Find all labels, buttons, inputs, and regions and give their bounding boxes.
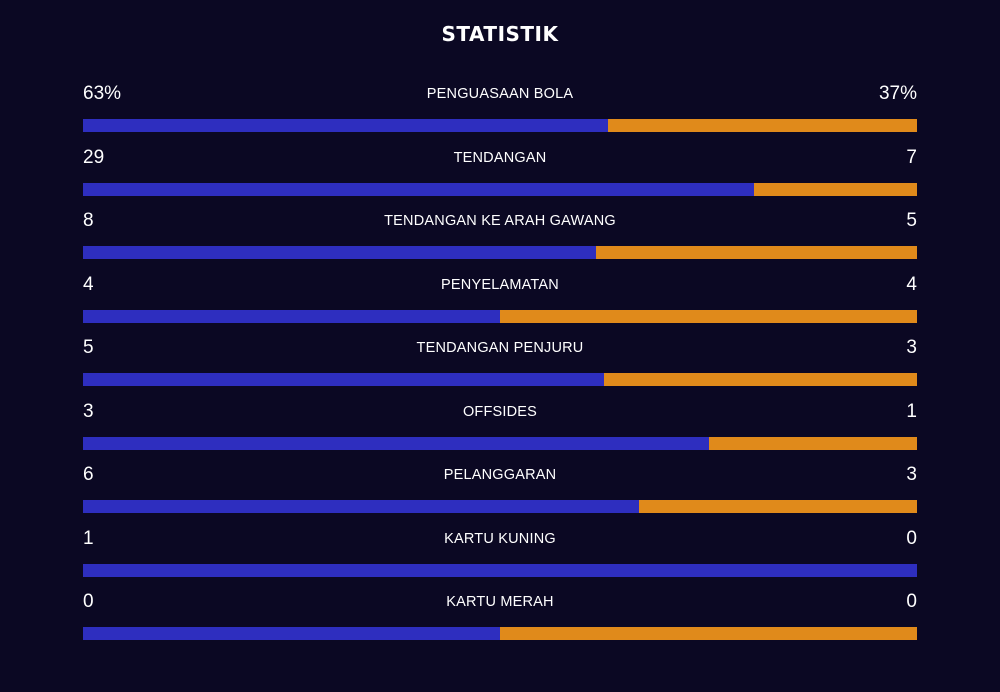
stat-label: KARTU MERAH	[446, 594, 554, 610]
home-value: 0	[83, 591, 94, 612]
home-value: 6	[83, 464, 94, 485]
stat-row: 8 TENDANGAN KE ARAH GAWANG 5	[83, 207, 917, 271]
away-value: 5	[906, 210, 917, 231]
home-bar-segment	[83, 246, 596, 259]
away-value: 0	[906, 527, 917, 549]
home-value: 4	[83, 273, 94, 295]
stat-row: 63% PENGUASAAN BOLA 37%	[83, 80, 917, 144]
away-bar-segment	[608, 119, 917, 132]
comparison-bar	[83, 309, 917, 323]
home-bar-segment	[83, 182, 755, 196]
stat-row: 4 PENYELAMATAN 4	[83, 271, 917, 335]
stat-label: PELANGGARAN	[443, 467, 557, 483]
stat-label: TENDANGAN	[453, 149, 547, 166]
away-value: 37%	[878, 83, 917, 104]
away-bar-segment	[639, 500, 917, 513]
stat-row: 3 OFFSIDES 1	[83, 398, 917, 462]
stats-list: 63% PENGUASAAN BOLA 37% 29 TENDANGAN 7 8 TENDAN…	[83, 80, 917, 652]
away-value: 7	[906, 146, 917, 168]
home-bar-segment	[83, 119, 609, 132]
stat-label: PENGUASAAN BOLA	[426, 86, 574, 102]
stat-label: KARTU KUNING	[444, 530, 556, 547]
comparison-bar	[83, 500, 917, 513]
home-value: 1	[83, 527, 94, 549]
home-value: 63%	[83, 83, 122, 104]
comparison-bar	[83, 436, 917, 450]
away-value: 0	[906, 591, 917, 612]
stat-row: 6 PELANGGARAN 3	[83, 461, 917, 525]
home-value: 3	[83, 400, 94, 422]
home-bar-segment	[83, 500, 640, 513]
stat-row: 0 KARTU MERAH 0	[83, 588, 917, 652]
away-bar-segment	[500, 627, 917, 640]
stat-row: 5 TENDANGAN PENJURU 3	[83, 334, 917, 398]
home-bar-segment	[83, 373, 605, 386]
away-bar-segment	[754, 182, 917, 196]
home-value: 8	[83, 210, 94, 231]
stat-label: OFFSIDES	[462, 403, 538, 420]
stat-row: 1 KARTU KUNING 0	[83, 525, 917, 589]
comparison-bar	[83, 182, 917, 196]
home-bar-segment	[83, 309, 500, 323]
stat-row: 29 TENDANGAN 7	[83, 144, 917, 208]
home-bar-segment	[83, 436, 709, 450]
away-bar-segment	[708, 436, 917, 450]
home-bar-segment	[83, 627, 500, 640]
home-value: 29	[83, 146, 105, 168]
away-value: 3	[906, 337, 917, 358]
stat-label: PENYELAMATAN	[441, 276, 559, 293]
panel-title: STATISTIK	[441, 22, 559, 46]
away-value: 1	[906, 400, 917, 422]
comparison-bar	[83, 119, 917, 132]
away-bar-segment	[604, 373, 917, 386]
stat-label: TENDANGAN KE ARAH GAWANG	[384, 213, 616, 229]
away-value: 3	[906, 464, 917, 485]
stat-label: TENDANGAN PENJURU	[416, 340, 584, 356]
home-bar-segment	[83, 563, 917, 577]
comparison-bar	[83, 627, 917, 640]
comparison-bar	[83, 246, 917, 259]
away-bar-segment	[595, 246, 917, 259]
comparison-bar	[83, 373, 917, 386]
home-value: 5	[83, 337, 94, 358]
away-bar-segment	[500, 309, 917, 323]
comparison-bar	[83, 563, 917, 577]
away-value: 4	[906, 273, 917, 295]
